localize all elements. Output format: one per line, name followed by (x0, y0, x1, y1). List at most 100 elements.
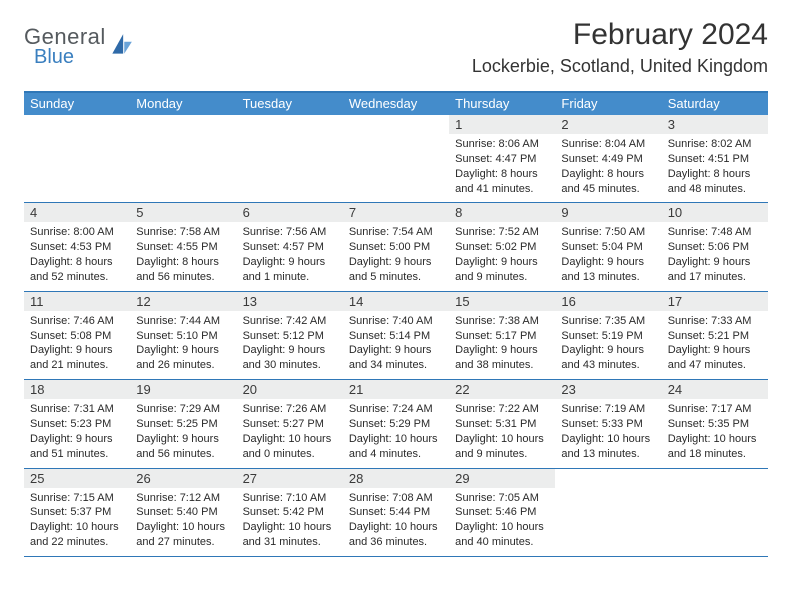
day-number: 18 (24, 380, 130, 399)
sunset-line: Sunset: 5:08 PM (30, 329, 124, 344)
day-details: Sunrise: 7:26 AMSunset: 5:27 PMDaylight:… (237, 399, 343, 467)
day-cell: 3Sunrise: 8:02 AMSunset: 4:51 PMDaylight… (662, 115, 768, 202)
day-cell: 5Sunrise: 7:58 AMSunset: 4:55 PMDaylight… (130, 203, 236, 290)
sunrise-line: Sunrise: 7:24 AM (349, 402, 443, 417)
day-number: 4 (24, 203, 130, 222)
day-cell: 18Sunrise: 7:31 AMSunset: 5:23 PMDayligh… (24, 380, 130, 467)
day-cell (24, 115, 130, 202)
daylight-line-1: Daylight: 10 hours (30, 520, 124, 535)
daylight-line-2: and 40 minutes. (455, 535, 549, 550)
day-details: Sunrise: 7:29 AMSunset: 5:25 PMDaylight:… (130, 399, 236, 467)
day-details (343, 119, 449, 181)
day-cell: 11Sunrise: 7:46 AMSunset: 5:08 PMDayligh… (24, 292, 130, 379)
day-details (130, 119, 236, 181)
day-details: Sunrise: 7:56 AMSunset: 4:57 PMDaylight:… (237, 222, 343, 290)
day-number: 27 (237, 469, 343, 488)
weekday-tue: Tuesday (237, 93, 343, 115)
day-details: Sunrise: 7:48 AMSunset: 5:06 PMDaylight:… (662, 222, 768, 290)
day-details: Sunrise: 7:38 AMSunset: 5:17 PMDaylight:… (449, 311, 555, 379)
daylight-line-2: and 27 minutes. (136, 535, 230, 550)
sunrise-line: Sunrise: 7:15 AM (30, 491, 124, 506)
day-number: 19 (130, 380, 236, 399)
sunrise-line: Sunrise: 7:22 AM (455, 402, 549, 417)
sunset-line: Sunset: 5:27 PM (243, 417, 337, 432)
day-details: Sunrise: 7:15 AMSunset: 5:37 PMDaylight:… (24, 488, 130, 556)
day-number: 12 (130, 292, 236, 311)
daylight-line-1: Daylight: 9 hours (136, 343, 230, 358)
day-cell (662, 469, 768, 556)
day-number: 1 (449, 115, 555, 134)
sunrise-line: Sunrise: 7:48 AM (668, 225, 762, 240)
daylight-line-1: Daylight: 8 hours (561, 167, 655, 182)
day-details (555, 473, 661, 535)
day-cell: 10Sunrise: 7:48 AMSunset: 5:06 PMDayligh… (662, 203, 768, 290)
day-details: Sunrise: 7:10 AMSunset: 5:42 PMDaylight:… (237, 488, 343, 556)
sunrise-line: Sunrise: 7:50 AM (561, 225, 655, 240)
day-details: Sunrise: 8:06 AMSunset: 4:47 PMDaylight:… (449, 134, 555, 202)
day-number: 14 (343, 292, 449, 311)
day-details (662, 473, 768, 535)
day-details: Sunrise: 8:02 AMSunset: 4:51 PMDaylight:… (662, 134, 768, 202)
day-details: Sunrise: 8:04 AMSunset: 4:49 PMDaylight:… (555, 134, 661, 202)
daylight-line-1: Daylight: 10 hours (561, 432, 655, 447)
sunset-line: Sunset: 5:40 PM (136, 505, 230, 520)
day-details: Sunrise: 7:46 AMSunset: 5:08 PMDaylight:… (24, 311, 130, 379)
sunrise-line: Sunrise: 7:42 AM (243, 314, 337, 329)
weekday-header: Sunday Monday Tuesday Wednesday Thursday… (24, 93, 768, 115)
day-cell: 2Sunrise: 8:04 AMSunset: 4:49 PMDaylight… (555, 115, 661, 202)
day-cell: 27Sunrise: 7:10 AMSunset: 5:42 PMDayligh… (237, 469, 343, 556)
day-number: 6 (237, 203, 343, 222)
day-cell: 17Sunrise: 7:33 AMSunset: 5:21 PMDayligh… (662, 292, 768, 379)
day-number: 24 (662, 380, 768, 399)
sunrise-line: Sunrise: 7:58 AM (136, 225, 230, 240)
weekday-wed: Wednesday (343, 93, 449, 115)
daylight-line-1: Daylight: 9 hours (561, 343, 655, 358)
week-row: 11Sunrise: 7:46 AMSunset: 5:08 PMDayligh… (24, 292, 768, 380)
calendar-grid: Sunday Monday Tuesday Wednesday Thursday… (24, 91, 768, 557)
day-number: 16 (555, 292, 661, 311)
sunset-line: Sunset: 5:35 PM (668, 417, 762, 432)
day-number: 11 (24, 292, 130, 311)
sunrise-line: Sunrise: 7:10 AM (243, 491, 337, 506)
sunrise-line: Sunrise: 7:12 AM (136, 491, 230, 506)
daylight-line-2: and 47 minutes. (668, 358, 762, 373)
day-number: 25 (24, 469, 130, 488)
day-number: 28 (343, 469, 449, 488)
day-cell: 19Sunrise: 7:29 AMSunset: 5:25 PMDayligh… (130, 380, 236, 467)
daylight-line-2: and 1 minute. (243, 270, 337, 285)
daylight-line-1: Daylight: 9 hours (668, 255, 762, 270)
day-cell: 4Sunrise: 8:00 AMSunset: 4:53 PMDaylight… (24, 203, 130, 290)
day-cell (130, 115, 236, 202)
sunrise-line: Sunrise: 7:29 AM (136, 402, 230, 417)
day-cell (237, 115, 343, 202)
daylight-line-2: and 9 minutes. (455, 447, 549, 462)
day-details: Sunrise: 7:52 AMSunset: 5:02 PMDaylight:… (449, 222, 555, 290)
sunrise-line: Sunrise: 7:17 AM (668, 402, 762, 417)
sunset-line: Sunset: 5:29 PM (349, 417, 443, 432)
daylight-line-2: and 4 minutes. (349, 447, 443, 462)
daylight-line-2: and 36 minutes. (349, 535, 443, 550)
daylight-line-2: and 13 minutes. (561, 447, 655, 462)
sunset-line: Sunset: 4:55 PM (136, 240, 230, 255)
daylight-line-1: Daylight: 9 hours (668, 343, 762, 358)
sunrise-line: Sunrise: 7:56 AM (243, 225, 337, 240)
daylight-line-1: Daylight: 9 hours (561, 255, 655, 270)
daylight-line-2: and 18 minutes. (668, 447, 762, 462)
sunrise-line: Sunrise: 8:04 AM (561, 137, 655, 152)
day-cell: 22Sunrise: 7:22 AMSunset: 5:31 PMDayligh… (449, 380, 555, 467)
day-cell: 24Sunrise: 7:17 AMSunset: 5:35 PMDayligh… (662, 380, 768, 467)
sunrise-line: Sunrise: 8:02 AM (668, 137, 762, 152)
daylight-line-1: Daylight: 8 hours (668, 167, 762, 182)
day-cell: 21Sunrise: 7:24 AMSunset: 5:29 PMDayligh… (343, 380, 449, 467)
day-cell: 20Sunrise: 7:26 AMSunset: 5:27 PMDayligh… (237, 380, 343, 467)
sunset-line: Sunset: 4:51 PM (668, 152, 762, 167)
daylight-line-2: and 5 minutes. (349, 270, 443, 285)
day-number: 13 (237, 292, 343, 311)
daylight-line-2: and 30 minutes. (243, 358, 337, 373)
sunset-line: Sunset: 4:57 PM (243, 240, 337, 255)
day-details: Sunrise: 7:31 AMSunset: 5:23 PMDaylight:… (24, 399, 130, 467)
day-details (237, 119, 343, 181)
weekday-thu: Thursday (449, 93, 555, 115)
weekday-fri: Friday (555, 93, 661, 115)
daylight-line-2: and 26 minutes. (136, 358, 230, 373)
